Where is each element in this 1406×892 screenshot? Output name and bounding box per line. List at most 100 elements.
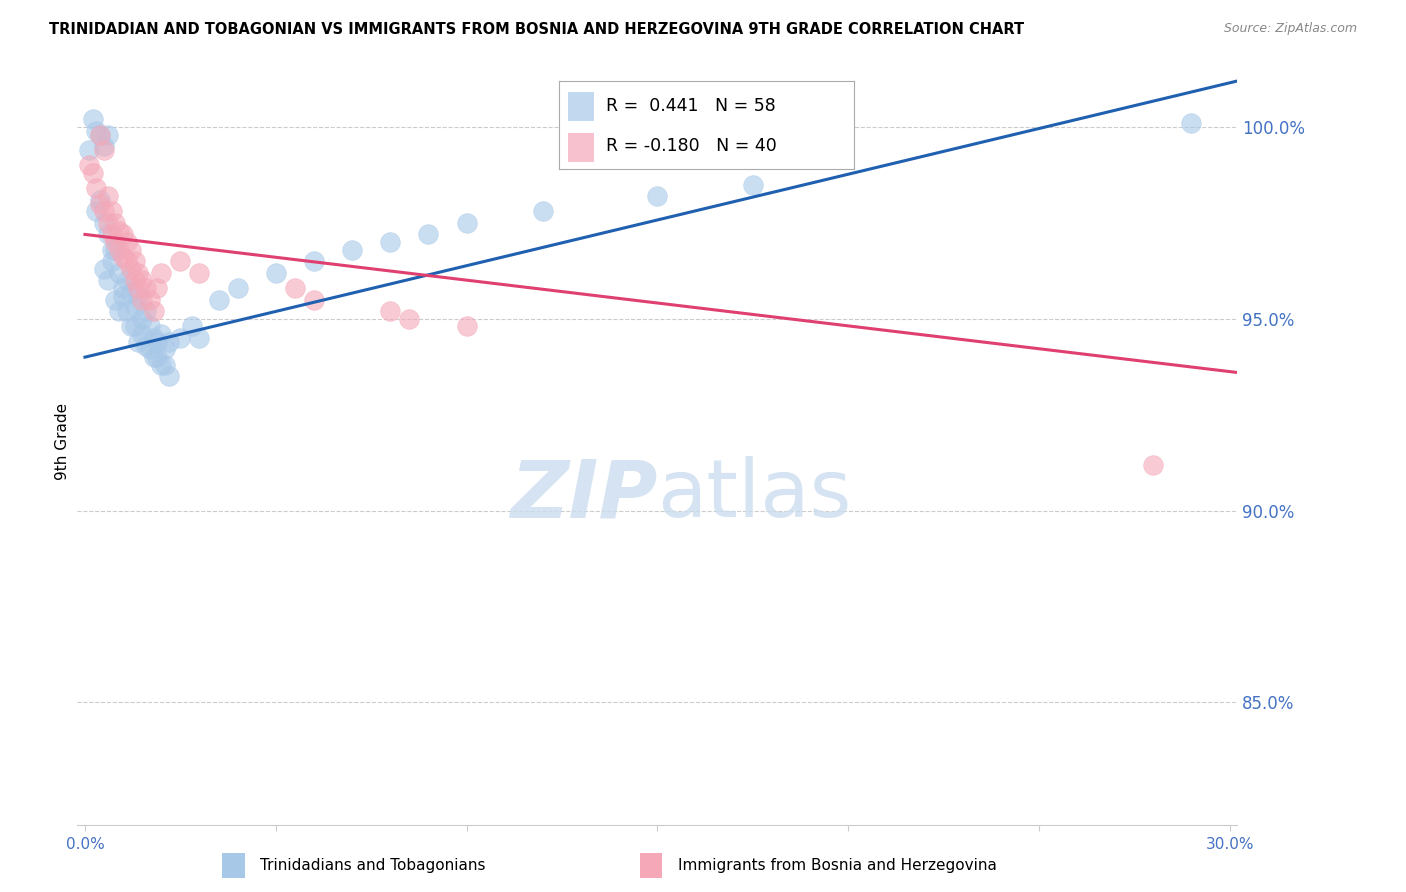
Point [127, 334, 149, 349]
Point [456, 319, 478, 334]
Point [142, 331, 165, 345]
Point [112, 281, 135, 295]
Point [124, 254, 146, 268]
Point [89, 128, 111, 142]
Point [108, 304, 131, 318]
Point [120, 285, 142, 299]
Point [131, 273, 153, 287]
Point [108, 266, 131, 280]
Point [120, 261, 142, 276]
Point [150, 327, 173, 342]
Text: atlas: atlas [658, 456, 852, 534]
Point [112, 227, 135, 242]
Point [157, 369, 180, 384]
Point [139, 319, 162, 334]
Point [207, 293, 229, 307]
Point [146, 334, 169, 349]
Point [142, 304, 165, 318]
Point [398, 311, 420, 326]
Text: TRINIDADIAN AND TOBAGONIAN VS IMMIGRANTS FROM BOSNIA AND HERZEGOVINA 9TH GRADE C: TRINIDADIAN AND TOBAGONIAN VS IMMIGRANTS… [49, 22, 1025, 37]
Point [264, 266, 287, 280]
Point [120, 243, 142, 257]
Point [93, 261, 115, 276]
Point [188, 266, 211, 280]
Point [380, 235, 402, 249]
Point [97, 189, 120, 203]
Point [146, 281, 169, 295]
Point [127, 289, 149, 303]
Point [86, 124, 108, 138]
Point [112, 289, 135, 303]
Point [89, 193, 111, 207]
Point [150, 266, 173, 280]
Point [82, 112, 104, 127]
Point [104, 235, 127, 249]
Point [380, 304, 402, 318]
Y-axis label: 9th Grade: 9th Grade [55, 403, 70, 480]
Point [97, 273, 120, 287]
Point [97, 227, 120, 242]
Point [93, 139, 115, 153]
Text: Source: ZipAtlas.com: Source: ZipAtlas.com [1223, 22, 1357, 36]
Point [86, 204, 108, 219]
Point [100, 227, 122, 242]
Point [77, 143, 100, 157]
Text: ZIP: ZIP [510, 456, 658, 534]
Point [93, 204, 115, 219]
Point [124, 273, 146, 287]
Point [131, 327, 153, 342]
Point [115, 254, 138, 268]
Text: 0.0%: 0.0% [66, 837, 104, 852]
Point [124, 300, 146, 314]
Point [142, 350, 165, 364]
Point [226, 281, 249, 295]
Point [340, 243, 363, 257]
Point [150, 358, 173, 372]
Point [104, 293, 127, 307]
Point [124, 319, 146, 334]
Point [188, 331, 211, 345]
Point [153, 358, 176, 372]
Text: Immigrants from Bosnia and Herzegovina: Immigrants from Bosnia and Herzegovina [678, 858, 997, 872]
Point [139, 293, 162, 307]
Point [131, 293, 153, 307]
Point [1180, 116, 1202, 130]
Point [135, 304, 157, 318]
Point [169, 331, 191, 345]
Point [77, 158, 100, 172]
Point [131, 311, 153, 326]
Point [418, 227, 440, 242]
Text: Trinidadians and Tobagonians: Trinidadians and Tobagonians [260, 858, 485, 872]
Point [284, 281, 307, 295]
Point [89, 196, 111, 211]
Point [531, 204, 554, 219]
Point [302, 293, 325, 307]
Point [115, 273, 138, 287]
Point [86, 181, 108, 195]
Point [741, 178, 763, 192]
Point [180, 319, 202, 334]
Point [97, 128, 120, 142]
Point [82, 166, 104, 180]
Point [1142, 458, 1164, 472]
Point [456, 216, 478, 230]
Point [139, 343, 162, 357]
Text: 30.0%: 30.0% [1205, 837, 1254, 852]
Point [97, 216, 120, 230]
Point [108, 243, 131, 257]
Point [120, 319, 142, 334]
Point [157, 334, 180, 349]
Point [108, 223, 131, 237]
Point [93, 216, 115, 230]
Point [115, 304, 138, 318]
Point [135, 338, 157, 352]
Point [112, 251, 135, 265]
Point [93, 143, 115, 157]
Point [127, 281, 149, 295]
Point [302, 254, 325, 268]
Point [100, 204, 122, 219]
Point [104, 216, 127, 230]
Point [104, 243, 127, 257]
Point [153, 343, 176, 357]
Point [146, 350, 169, 364]
